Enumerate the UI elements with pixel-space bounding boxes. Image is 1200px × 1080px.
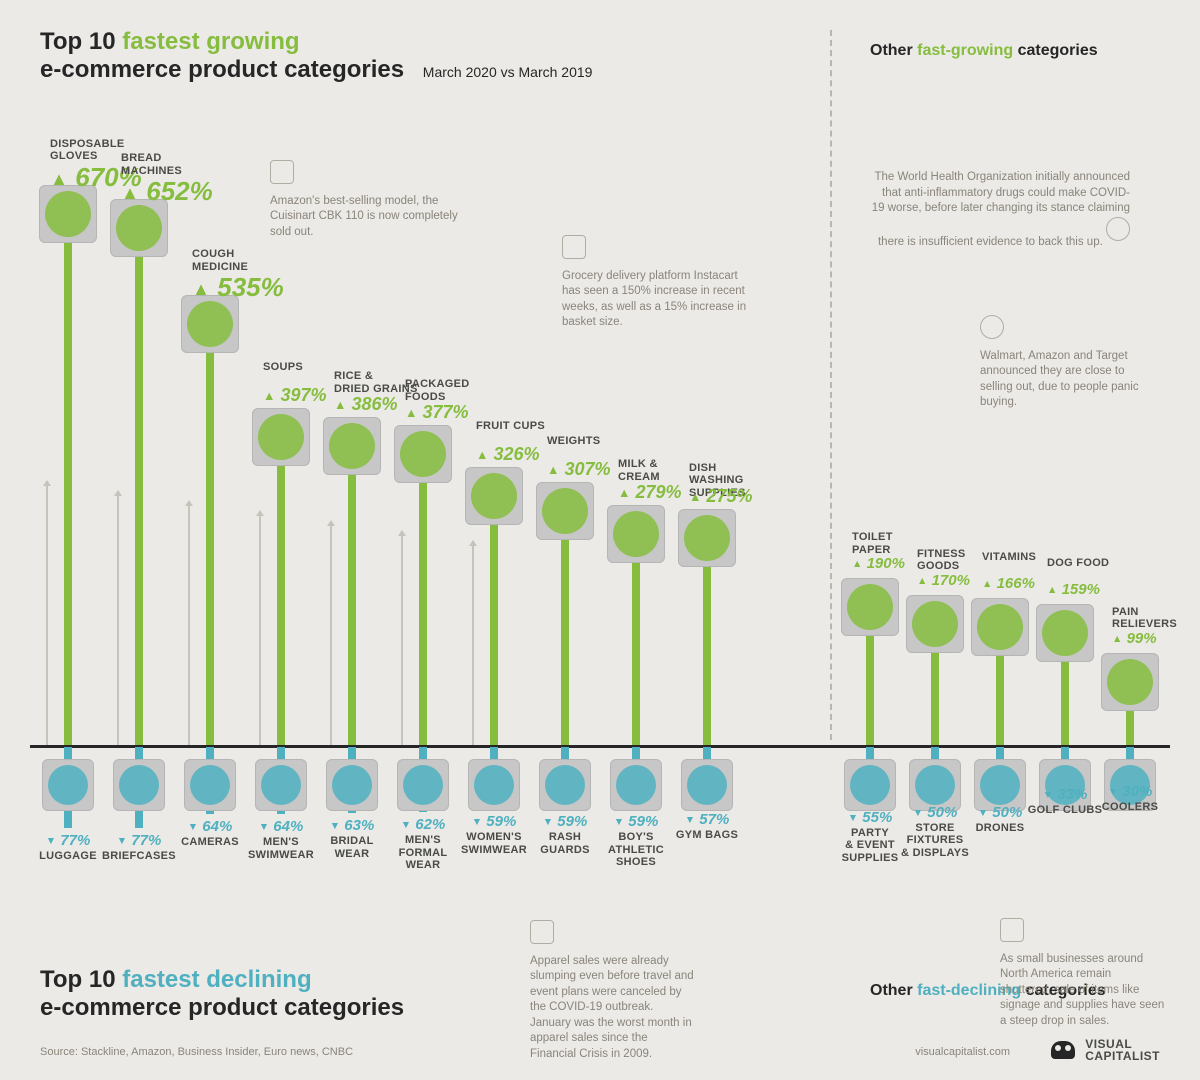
declining-pct: ▼ 77% — [117, 832, 162, 849]
other-declining-blob — [915, 765, 955, 805]
ghost-arrow — [46, 485, 48, 745]
declining-pct: ▼ 59% — [543, 813, 588, 830]
other-growing-label: DOG FOOD — [1047, 557, 1137, 570]
other-growing-label: PAIN RELIEVERS — [1112, 606, 1200, 631]
growing-label: WEIGHTS — [547, 435, 637, 448]
other-declining-pct: ▼ 50% — [913, 804, 958, 821]
growing-pct: ▲ 535% — [192, 272, 284, 303]
growing-blob — [542, 488, 588, 534]
other-growing-blob — [847, 584, 893, 630]
declining-blob — [332, 765, 372, 805]
other-declining-pct: ▼ 50% — [978, 804, 1023, 821]
declining-blob — [474, 765, 514, 805]
declining-pct: ▼ 59% — [472, 813, 517, 830]
growing-label: COUGH MEDICINE — [192, 248, 282, 273]
declining-pct: ▼ 62% — [401, 816, 446, 833]
other-growing-blob — [1107, 659, 1153, 705]
declining-blob — [403, 765, 443, 805]
other-growing-pct: ▲ 99% — [1112, 630, 1157, 647]
declining-blob — [545, 765, 585, 805]
declining-pct: ▼ 77% — [46, 832, 91, 849]
other-growing-blob — [977, 604, 1023, 650]
ghost-arrow — [188, 505, 190, 745]
growing-blob — [400, 431, 446, 477]
growing-bar — [206, 306, 214, 745]
declining-pct: ▼ 64% — [259, 818, 304, 835]
other-growing-blob — [912, 601, 958, 647]
ghost-arrow — [117, 495, 119, 745]
growing-blob — [116, 205, 162, 251]
ghost-arrow — [472, 545, 474, 745]
declining-pct: ▼ 64% — [188, 818, 233, 835]
chart-canvas: DISPOSABLE GLOVES▲ 670%BREAD MACHINES▲ 6… — [0, 0, 1200, 1080]
other-declining-label: DRONES — [955, 822, 1045, 835]
other-growing-pct: ▲ 170% — [917, 572, 970, 589]
other-declining-pct: ▼ 30% — [1108, 783, 1153, 800]
growing-pct: ▲ 397% — [263, 385, 327, 406]
declining-blob — [616, 765, 656, 805]
growing-bar — [135, 210, 143, 745]
growing-pct: ▲ 386% — [334, 394, 398, 415]
other-declining-pct: ▼ 55% — [848, 809, 893, 826]
declining-label: BRIEFCASES — [94, 850, 184, 863]
growing-blob — [258, 414, 304, 460]
growing-label: PACKAGED FOODS — [405, 378, 495, 403]
ghost-arrow — [330, 525, 332, 745]
growing-label: BREAD MACHINES — [121, 152, 211, 177]
other-declining-pct: ▼ 33% — [1043, 786, 1088, 803]
declining-blob — [48, 765, 88, 805]
declining-pct: ▼ 63% — [330, 817, 375, 834]
growing-label: FRUIT CUPS — [476, 420, 566, 433]
declining-pct: ▼ 57% — [685, 811, 730, 828]
declining-blob — [190, 765, 230, 805]
growing-blob — [45, 191, 91, 237]
growing-blob — [329, 423, 375, 469]
declining-blob — [261, 765, 301, 805]
other-growing-pct: ▲ 159% — [1047, 581, 1100, 598]
other-declining-blob — [850, 765, 890, 805]
growing-pct: ▲ 275% — [689, 486, 753, 507]
growing-pct: ▲ 326% — [476, 444, 540, 465]
growing-pct: ▲ 652% — [121, 176, 213, 207]
other-growing-pct: ▲ 190% — [852, 555, 905, 572]
growing-pct: ▲ 279% — [618, 482, 682, 503]
ghost-arrow — [401, 535, 403, 745]
other-growing-pct: ▲ 166% — [982, 575, 1035, 592]
growing-blob — [613, 511, 659, 557]
growing-bar — [64, 196, 72, 745]
declining-blob — [687, 765, 727, 805]
other-declining-label: COOLERS — [1085, 801, 1175, 814]
other-declining-blob — [980, 765, 1020, 805]
growing-blob — [684, 515, 730, 561]
declining-label: GYM BAGS — [662, 829, 752, 842]
growing-blob — [187, 301, 233, 347]
growing-bar — [277, 419, 285, 745]
declining-pct: ▼ 59% — [614, 813, 659, 830]
growing-bar — [348, 428, 356, 745]
growing-pct: ▲ 377% — [405, 402, 469, 423]
growing-blob — [471, 473, 517, 519]
growing-pct: ▲ 307% — [547, 459, 611, 480]
ghost-arrow — [259, 515, 261, 745]
other-growing-blob — [1042, 610, 1088, 656]
declining-blob — [119, 765, 159, 805]
